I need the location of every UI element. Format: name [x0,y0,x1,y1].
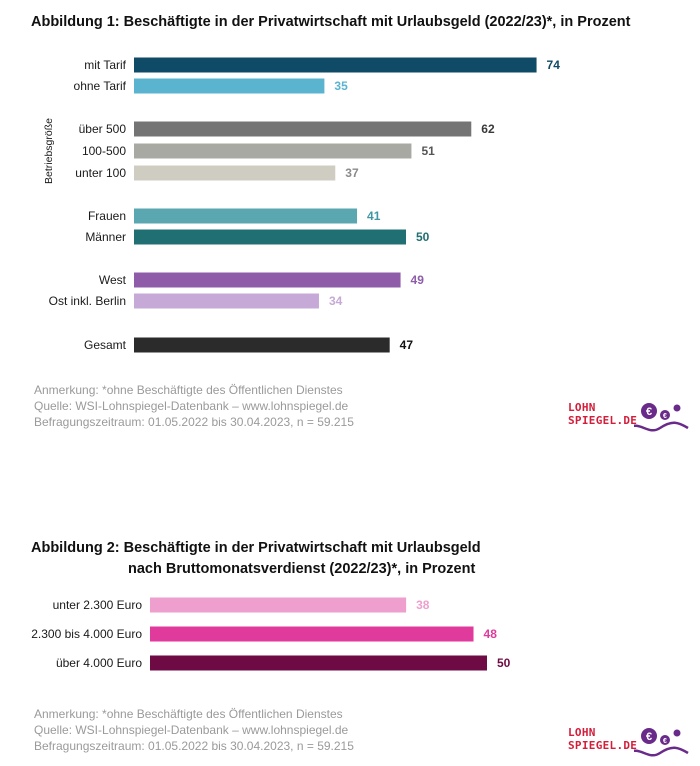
fig1-category-label-ueber-500: über 500 [79,122,127,136]
fig1-bar-west [134,272,401,288]
fig2-bar-unter-2-300-euro [150,597,407,613]
fig1-bar-100-500 [134,143,412,159]
fig1-category-label-frauen: Frauen [88,209,126,223]
fig1-bar-ost-inkl-berlin [134,293,319,309]
fig1-bar-frauen [134,208,358,224]
fig1-bar-ohne-tarif [134,78,325,94]
lohnspiegel-logo-1: LOHN SPIEGEL.DE € € [568,400,698,436]
fig1-value-label-west: 49 [411,273,425,287]
fig2-value-label-2-300-bis-4-000-euro: 48 [484,627,498,641]
fig2-value-label-unter-2-300-euro: 38 [416,598,430,612]
fig2-category-label-unter-2-300-euro: unter 2.300 Euro [53,598,143,612]
fig1-group-label-betriebsgroesse: Betriebsgröße [43,118,55,184]
figure1-notes: Anmerkung: *ohne Beschäftigte des Öffent… [34,382,354,430]
fig2-value-label-ueber-4-000-euro: 50 [497,656,511,670]
lohnspiegel-logo-2: LOHN SPIEGEL.DE € € [568,725,698,761]
fig1-value-label-ueber-500: 62 [481,122,495,136]
svg-text:€: € [646,731,652,743]
fig1-value-label-gesamt: 47 [400,338,414,352]
fig2-category-label-ueber-4-000-euro: über 4.000 Euro [56,656,142,670]
fig1-category-label-west: West [99,273,127,287]
fig1-category-label-gesamt: Gesamt [84,338,127,352]
fig1-category-label-100-500: 100-500 [82,144,126,158]
fig1-category-label-ohne-tarif: ohne Tarif [74,79,127,93]
fig1-bar-mit-tarif [134,57,537,73]
figure1-note-period: Befragungszeitraum: 01.05.2022 bis 30.04… [34,415,354,429]
figure2-chart: unter 2.300 Euro 38 2.300 bis 4.000 Euro 48… [31,597,511,671]
figure1-note-remark: Anmerkung: *ohne Beschäftigte des Öffent… [34,383,343,397]
figure1-title: Abbildung 1: Beschäftigte in der Privatw… [31,14,631,30]
figure1-chart: mit Tarif 74 ohne Tarif 35 über 500 62 100-500… [43,57,561,353]
logo-text-line1: LOHN [568,401,596,414]
fig2-bar-ueber-4-000-euro [150,655,487,671]
fig1-bar-ueber-500 [134,121,472,137]
fig1-bar-maenner [134,229,406,245]
figure2-title-line1: Abbildung 2: Beschäftigte in der Privatw… [31,540,481,556]
fig1-bar-gesamt [134,337,390,353]
logo-text-line1: LOHN [568,726,596,739]
figure2-title-line2: nach Bruttomonatsverdienst (2022/23)*, i… [128,561,476,577]
fig1-category-label-unter-100: unter 100 [75,166,126,180]
fig2-bar-2-300-bis-4-000-euro [150,626,474,642]
svg-text:€: € [663,413,667,420]
fig1-value-label-100-500: 51 [421,144,435,158]
figure2-notes: Anmerkung: *ohne Beschäftigte des Öffent… [34,706,354,754]
fig1-category-label-mit-tarif: mit Tarif [84,58,126,72]
fig1-value-label-mit-tarif: 74 [547,58,561,72]
figure1-note-source: Quelle: WSI-Lohnspiegel-Datenbank – www.… [34,399,349,413]
fig1-value-label-ost-inkl-berlin: 34 [329,294,343,308]
figure2-note-remark: Anmerkung: *ohne Beschäftigte des Öffent… [34,707,343,721]
fig2-category-label-2-300-bis-4-000-euro: 2.300 bis 4.000 Euro [31,627,142,641]
svg-text:€: € [646,406,652,418]
fig1-bar-unter-100 [134,165,336,181]
figure2-note-source: Quelle: WSI-Lohnspiegel-Datenbank – www.… [34,723,349,737]
fig1-value-label-maenner: 50 [416,230,430,244]
logo-euro-wave-icon: € € [634,728,689,757]
logo-text-line2: SPIEGEL.DE [568,414,638,427]
fig1-value-label-unter-100: 37 [345,166,359,180]
fig1-category-label-maenner: Männer [85,230,126,244]
fig1-value-label-frauen: 41 [367,209,381,223]
figure2-note-period: Befragungszeitraum: 01.05.2022 bis 30.04… [34,739,354,753]
fig1-value-label-ohne-tarif: 35 [334,79,348,93]
fig1-category-label-ost-inkl-berlin: Ost inkl. Berlin [49,294,126,308]
logo-euro-wave-icon: € € [634,403,689,432]
svg-text:€: € [663,738,667,745]
logo-text-line2: SPIEGEL.DE [568,739,638,752]
